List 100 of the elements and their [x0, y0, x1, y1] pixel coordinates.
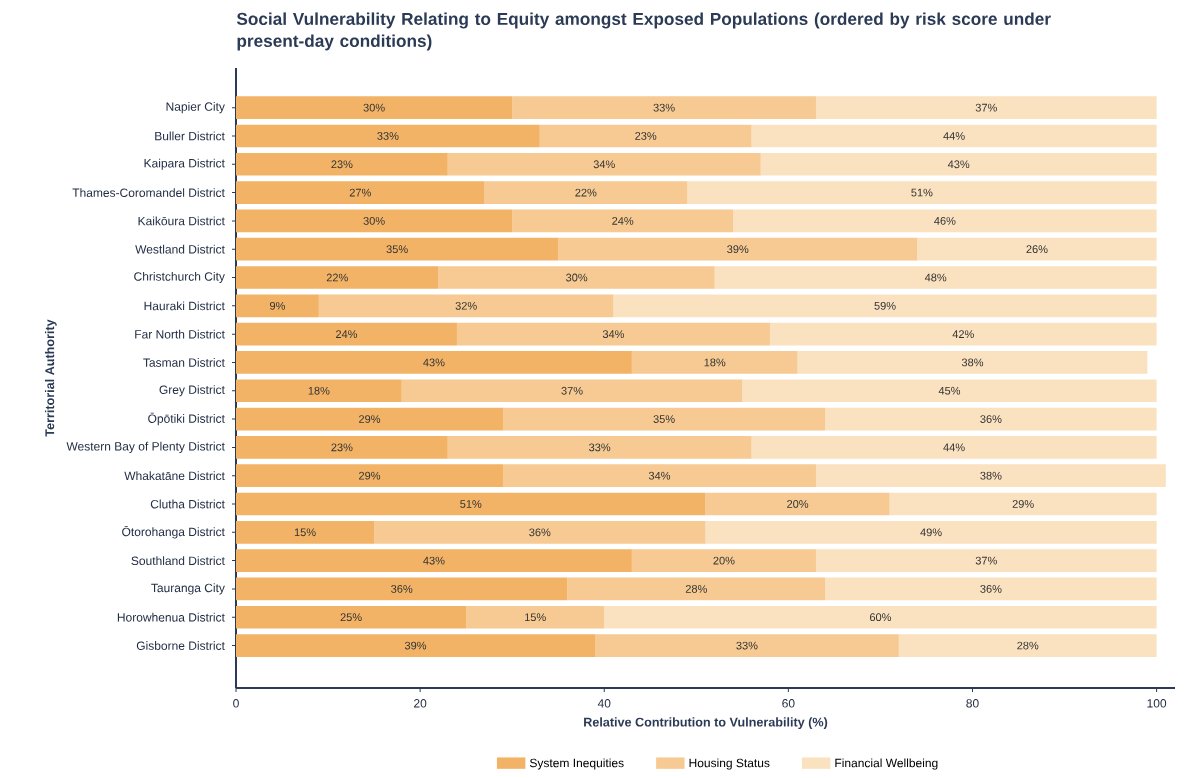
bar: [236, 520, 375, 544]
data-label: 39%: [727, 245, 749, 254]
bar: [236, 266, 439, 289]
data-label: 20%: [787, 500, 809, 508]
data-label: 30%: [363, 216, 385, 225]
data-label: 23%: [331, 160, 353, 169]
bar: [236, 492, 706, 516]
data-label: 28%: [685, 584, 707, 593]
bar: [917, 237, 1157, 261]
bar: [236, 407, 503, 431]
bar: [898, 634, 1157, 657]
data-label: 23%: [331, 443, 353, 452]
bar: [236, 436, 448, 459]
y-tick-label: Horowhenua District: [117, 612, 225, 622]
y-tick-label: Tauranga City: [151, 583, 225, 595]
data-label: 33%: [653, 103, 675, 112]
data-label: 23%: [635, 132, 657, 140]
y-tick-label: Whakatāne District: [124, 471, 225, 481]
bar: [502, 407, 826, 431]
y-tick-label: Grey District: [159, 385, 225, 397]
legend-label: Financial Wellbeing: [835, 758, 938, 770]
bar: [236, 237, 559, 261]
bar: [558, 237, 918, 261]
bar: [825, 577, 1157, 601]
data-label: 22%: [326, 273, 348, 282]
data-label: 15%: [294, 528, 316, 537]
bar: [374, 520, 706, 544]
data-label: 48%: [924, 273, 947, 282]
data-label: 36%: [980, 415, 1002, 423]
bar: [760, 152, 1157, 176]
bar: [236, 322, 457, 346]
y-tick-label: Clutha District: [150, 499, 225, 509]
y-tick-label: Thames-Coromandel District: [72, 188, 225, 197]
x-tick-label: 20: [414, 699, 427, 708]
bar: [502, 464, 816, 487]
data-label: 24%: [336, 330, 358, 338]
bar: [733, 209, 1157, 233]
data-label: 37%: [975, 103, 997, 112]
data-label: 36%: [391, 584, 413, 593]
y-tick-label: Napier City: [166, 101, 225, 114]
bar: [318, 294, 614, 318]
bar: [613, 294, 1157, 318]
bar: [236, 634, 596, 657]
y-tick-label: Buller District: [155, 131, 225, 141]
data-label: 26%: [1026, 245, 1048, 254]
x-tick-label: 80: [966, 699, 979, 708]
y-tick-label: Ōtorohanga District: [122, 526, 225, 539]
data-label: 43%: [423, 358, 445, 367]
data-label: 49%: [920, 528, 942, 537]
y-tick-label: Kaipara District: [144, 158, 225, 170]
data-label: 51%: [460, 500, 482, 508]
data-label: 25%: [340, 613, 362, 622]
data-label: 44%: [943, 132, 965, 140]
bar: [769, 322, 1157, 346]
data-label: 35%: [386, 245, 408, 254]
data-label: 37%: [975, 556, 997, 565]
y-tick-label: Westland District: [135, 244, 225, 254]
bar: [438, 266, 715, 289]
y-axis-title: Territorial Authority: [44, 319, 57, 437]
data-label: 22%: [575, 188, 597, 197]
data-label: 43%: [947, 160, 970, 169]
bar: [447, 436, 752, 459]
bar: [815, 464, 1166, 487]
data-label: 36%: [980, 584, 1002, 593]
bar: [687, 181, 1157, 204]
y-tick-label: Christchurch City: [134, 271, 225, 284]
data-label: 18%: [704, 358, 726, 367]
bar: [825, 407, 1157, 431]
x-tick-label: 40: [597, 699, 611, 708]
y-tick-label: Tasman District: [143, 357, 225, 367]
y-tick-label: Hauraki District: [144, 301, 225, 311]
data-label: 46%: [934, 216, 956, 225]
data-label: 44%: [943, 443, 965, 452]
data-label: 36%: [529, 528, 551, 537]
bar: [751, 436, 1157, 459]
bar: [456, 322, 770, 346]
bar: [236, 379, 402, 403]
bar: [236, 152, 448, 176]
bar: [705, 492, 890, 516]
bar: [466, 605, 605, 629]
y-tick-label: Kaikōura District: [138, 216, 225, 226]
bar: [631, 351, 798, 374]
data-label: 60%: [869, 613, 892, 622]
bar: [236, 209, 513, 233]
bar: [236, 96, 513, 119]
legend-label: Housing Status: [689, 758, 770, 770]
y-tick-label: Far North District: [135, 329, 225, 339]
bar: [751, 124, 1157, 148]
bar: [889, 492, 1157, 516]
data-label: 42%: [952, 330, 974, 338]
bar: [236, 464, 503, 487]
bar: [512, 209, 734, 233]
bar: [631, 549, 816, 572]
bar: [595, 634, 899, 657]
data-label: 59%: [874, 301, 896, 310]
data-label: 28%: [1017, 641, 1039, 650]
data-label: 29%: [359, 471, 381, 480]
data-label: 39%: [404, 641, 427, 650]
data-label: 33%: [377, 132, 399, 140]
data-label: 33%: [736, 641, 758, 650]
